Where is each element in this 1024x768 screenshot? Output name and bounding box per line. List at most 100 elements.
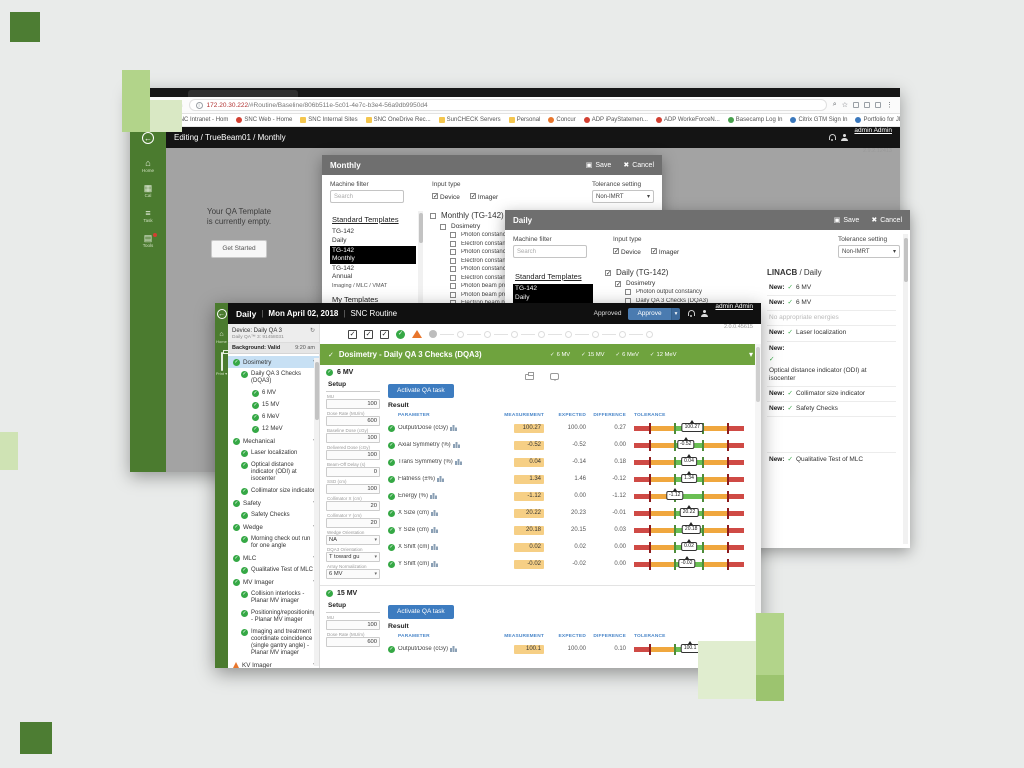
approve-dropdown[interactable]: ▾ <box>670 307 681 320</box>
bookmark-item[interactable]: SNC OneDrive Rec... <box>365 117 431 123</box>
setup-input[interactable]: 100▾ <box>326 399 380 409</box>
nav-print[interactable]: Print ▾ <box>215 352 228 376</box>
step-circle[interactable] <box>511 330 518 338</box>
extension-icon[interactable] <box>864 102 870 108</box>
bookmark-item[interactable]: Citrix GTM Sign In <box>790 117 847 123</box>
step-circle[interactable] <box>484 330 491 338</box>
qa-tree-item[interactable]: ✓ KV Imager ▾ <box>228 659 319 668</box>
checkbox-icon[interactable] <box>450 274 456 281</box>
setup-field[interactable]: Beam-Off Delay (s)0▾ <box>326 462 380 477</box>
user-name[interactable]: admin Admin <box>854 127 892 135</box>
address-bar[interactable]: i 172.20.30.222/#Routine/Baseline/806b51… <box>188 99 827 111</box>
setup-input[interactable]: 100▾ <box>326 484 380 494</box>
tree-item[interactable]: Photon output constancy <box>625 289 763 295</box>
setup-input[interactable]: 6 MV ▾ <box>326 569 380 579</box>
energy-link[interactable]: ✓ 12 MeV <box>649 351 677 358</box>
checkbox-icon[interactable] <box>625 289 631 295</box>
tolerance-select[interactable]: Non-IMRT ▾ <box>838 245 900 258</box>
template-list-item[interactable]: TG-142 Annual <box>332 264 355 280</box>
comment-icon[interactable] <box>550 373 559 381</box>
setup-field[interactable]: Wedge Orientation NA ▾ <box>326 530 380 545</box>
nav-home[interactable]: ⌂ Home <box>216 331 227 344</box>
qa-tree-item[interactable]: ✓ Laser localization ▾ <box>241 449 298 457</box>
bookmark-item[interactable]: SNC Web - Home <box>236 117 292 123</box>
main-scrollbar[interactable] <box>755 344 761 668</box>
qa-tree-item[interactable]: ✓ Positioning/repositioning - Planar MV … <box>241 609 317 623</box>
activate-qa-task-button[interactable]: Activate QA task <box>388 604 454 619</box>
step-pass-icon[interactable]: ✓ <box>396 329 405 339</box>
setup-input[interactable]: NA ▾ <box>326 535 380 545</box>
step-checked-icon[interactable]: ✓ <box>348 329 357 339</box>
back-icon[interactable]: ← <box>142 132 154 144</box>
step-circle[interactable] <box>646 330 653 338</box>
qa-tree-item[interactable]: ✓ 15 MV ▾ <box>252 401 280 409</box>
qa-tree-item[interactable]: ✓ Dosimetry ▾ <box>228 356 319 368</box>
qa-tree-item[interactable]: ✓ Qualitative Test of MLC ▾ <box>241 566 313 574</box>
machine-search-input[interactable]: Search <box>330 190 404 203</box>
imager-checkbox[interactable]: Imager <box>469 192 498 201</box>
step-checked-icon[interactable]: ✓ <box>380 329 389 339</box>
setup-field[interactable]: SSD (cm)100▾ <box>326 479 380 494</box>
device-checkbox[interactable]: Device <box>432 192 460 201</box>
tree-item[interactable]: Electron constancy <box>450 274 648 281</box>
setup-input[interactable]: 600▾ <box>326 416 380 426</box>
setup-input[interactable]: 100▾ <box>326 620 380 630</box>
qa-tree-item[interactable]: ✓ 12 MeV ▾ <box>252 425 283 433</box>
setup-input[interactable]: 20▾ <box>326 518 380 528</box>
browser-menu-icon[interactable]: ⋮ <box>886 102 893 109</box>
bell-icon[interactable] <box>687 310 696 317</box>
tree-item[interactable]: Photon beam profile constancy <box>450 283 648 289</box>
setup-input[interactable]: 100▾ <box>326 433 380 443</box>
qa-tree-item[interactable]: ✓ 6 MV ▾ <box>252 389 277 397</box>
bookmark-item[interactable]: Concur <box>548 117 576 123</box>
checkbox-icon[interactable] <box>450 257 456 264</box>
qa-tree-item[interactable]: ✓ Imaging and treatment coordinate coinc… <box>241 628 313 656</box>
checkbox-icon[interactable] <box>615 280 621 288</box>
bookmark-item[interactable]: Basecamp Log In <box>727 117 782 123</box>
checkbox-icon[interactable] <box>450 232 456 238</box>
step-current-icon[interactable] <box>429 330 437 338</box>
checkbox-icon[interactable] <box>430 212 436 219</box>
activate-qa-task-button[interactable]: Activate QA task <box>388 383 454 398</box>
cancel-button[interactable]: ✖ Cancel <box>871 216 902 225</box>
extension-icon[interactable] <box>875 102 881 108</box>
bookmark-item[interactable]: ADP iPayStatemen... <box>583 117 648 123</box>
setup-field[interactable]: Collimator Y (cm)20▾ <box>326 513 380 528</box>
qa-tree-item[interactable]: ✓ Collision interlocks - Planar MV image… <box>241 590 305 604</box>
zoom-icon[interactable]: ⌕ <box>832 101 837 108</box>
bookmark-item[interactable]: Personal <box>508 117 540 123</box>
qa-tree-item[interactable]: ✓ MV Imager ▾ <box>228 576 319 588</box>
window-scrollbar[interactable] <box>903 234 908 544</box>
tree-group[interactable]: Dosimetry <box>440 223 648 230</box>
checkbox-icon[interactable] <box>605 269 611 277</box>
setup-field[interactable]: Dose Rate (MU/m)600▾ <box>326 632 380 647</box>
qa-tree-item[interactable]: ✓ Morning check out run for one angle ▾ <box>241 535 311 549</box>
setup-input[interactable]: 600▾ <box>326 637 380 647</box>
setup-input[interactable]: 20▾ <box>326 501 380 511</box>
checkbox-icon[interactable] <box>450 249 456 255</box>
bookmark-item[interactable]: ADP WorkeForceN... <box>655 117 720 123</box>
sidebar-scrollbar[interactable] <box>314 358 319 666</box>
user-name[interactable]: admin Admin <box>715 303 753 311</box>
setup-input[interactable]: 100▾ <box>326 450 380 460</box>
save-button[interactable]: ▣ Save <box>585 161 612 170</box>
setup-field[interactable]: Baseline Dose (cGy)100▾ <box>326 428 380 443</box>
device-checkbox[interactable]: Device <box>613 247 641 256</box>
setup-field[interactable]: Dose Rate (MU/m)600▾ <box>326 411 380 426</box>
qa-tree-item[interactable]: ✓ Daily QA 3 Checks (DQA3) ▾ <box>241 370 302 384</box>
sidebar-item-home[interactable]: ⌂ Home <box>130 158 166 173</box>
step-circle[interactable] <box>538 330 545 338</box>
bell-icon[interactable] <box>828 134 837 141</box>
setup-input[interactable]: 0▾ <box>326 467 380 477</box>
step-checked-icon[interactable]: ✓ <box>364 329 373 339</box>
save-button[interactable]: ▣ Save <box>833 216 860 225</box>
bookmark-item[interactable]: Portfolio for JIRA (... <box>855 117 900 123</box>
setup-field[interactable]: Delivered Dose (cGy)100▾ <box>326 445 380 460</box>
checkbox-icon[interactable] <box>450 291 456 298</box>
printer-icon[interactable] <box>525 371 534 380</box>
checkbox-icon[interactable] <box>450 240 456 247</box>
tree-root[interactable]: Daily (TG-142) <box>605 268 763 277</box>
step-warning-icon[interactable] <box>412 330 422 338</box>
